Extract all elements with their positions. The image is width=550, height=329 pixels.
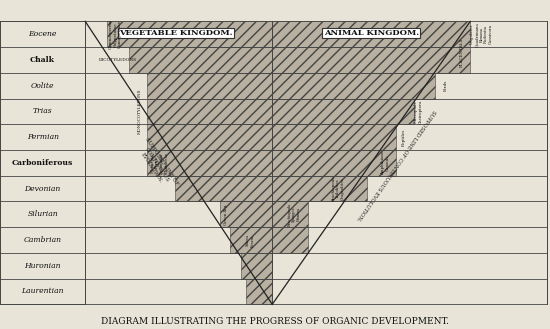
- Text: SUPPOSED LINE OF
CONTINUOUS
EVOLUTION.: SUPPOSED LINE OF CONTINUOUS EVOLUTION.: [134, 136, 179, 193]
- Text: Trias: Trias: [33, 107, 52, 115]
- Text: Chalk: Chalk: [30, 56, 55, 64]
- Bar: [129, 47, 272, 73]
- Bar: [147, 73, 272, 99]
- Text: Oolite: Oolite: [31, 82, 54, 90]
- Text: DICOTYLEDONS: DICOTYLEDONS: [99, 58, 138, 62]
- Bar: [107, 21, 272, 47]
- Text: Marsupials
Cheiroptera: Marsupials Cheiroptera: [414, 99, 422, 123]
- Bar: [272, 176, 367, 201]
- Text: Devonian: Devonian: [25, 185, 60, 192]
- Text: DIAGRAM ILLUSTRATING THE PROGRESS OF ORGANIC DEVELOPMENT.: DIAGRAM ILLUSTRATING THE PROGRESS OF ORG…: [101, 317, 449, 326]
- Bar: [272, 201, 308, 227]
- Text: ANIMAL KINGDOM.: ANIMAL KINGDOM.: [324, 29, 419, 37]
- Text: Gymnosperms
Polypetalae
Gamopetalae: Gymnosperms Polypetalae Gamopetalae: [109, 19, 122, 49]
- Text: VEGETABLE KINGDOM.: VEGETABLE KINGDOM.: [119, 29, 233, 37]
- Bar: [246, 279, 272, 304]
- Bar: [272, 47, 470, 73]
- Text: Cambrian: Cambrian: [24, 236, 62, 244]
- Bar: [272, 73, 434, 99]
- Bar: [272, 227, 308, 253]
- Bar: [272, 150, 396, 176]
- Bar: [220, 201, 272, 227]
- Text: Brachiopoda
Trilobites
Graptolites: Brachiopoda Trilobites Graptolites: [332, 176, 345, 201]
- Text: Amphibians
Ganoids: Amphibians Ganoids: [381, 151, 389, 175]
- Text: Permian: Permian: [26, 133, 59, 141]
- Text: Eocene: Eocene: [29, 30, 57, 38]
- Text: Brachiopoda
Sponges
Monera: Brachiopoda Sponges Monera: [288, 203, 301, 226]
- Bar: [147, 150, 272, 176]
- Bar: [230, 227, 272, 253]
- Text: Monocots
Ferns
Equisetum
Characeae: Monocots Ferns Equisetum Characeae: [151, 152, 168, 173]
- Text: Birds: Birds: [443, 80, 448, 91]
- Text: Huronian: Huronian: [24, 262, 61, 270]
- Text: SUPPOSED LINE OF CONTINUOUS EVOLUTION.: SUPPOSED LINE OF CONTINUOUS EVOLUTION.: [355, 108, 437, 221]
- Text: Ungulates
Quadrimana
Bimana
Rodentia
Carnivora: Ungulates Quadrimana Bimana Rodentia Car…: [470, 22, 492, 47]
- Bar: [147, 124, 272, 150]
- Bar: [272, 99, 414, 124]
- Text: Carboniferous: Carboniferous: [12, 159, 73, 167]
- Text: Silurian: Silurian: [28, 210, 58, 218]
- Bar: [147, 99, 272, 124]
- Text: PLACENTALS: PLACENTALS: [460, 38, 464, 67]
- Bar: [175, 176, 272, 201]
- Text: Silicea
Foram.: Silicea Foram.: [246, 234, 255, 246]
- Text: MONOCOTYLEDONS: MONOCOTYLEDONS: [138, 89, 142, 134]
- Text: Green Alg.: Green Alg.: [223, 204, 228, 225]
- Bar: [241, 253, 272, 279]
- Text: Reptiles: Reptiles: [402, 128, 406, 146]
- Bar: [272, 124, 396, 150]
- Bar: [272, 21, 470, 47]
- Text: Laurentian: Laurentian: [21, 288, 64, 295]
